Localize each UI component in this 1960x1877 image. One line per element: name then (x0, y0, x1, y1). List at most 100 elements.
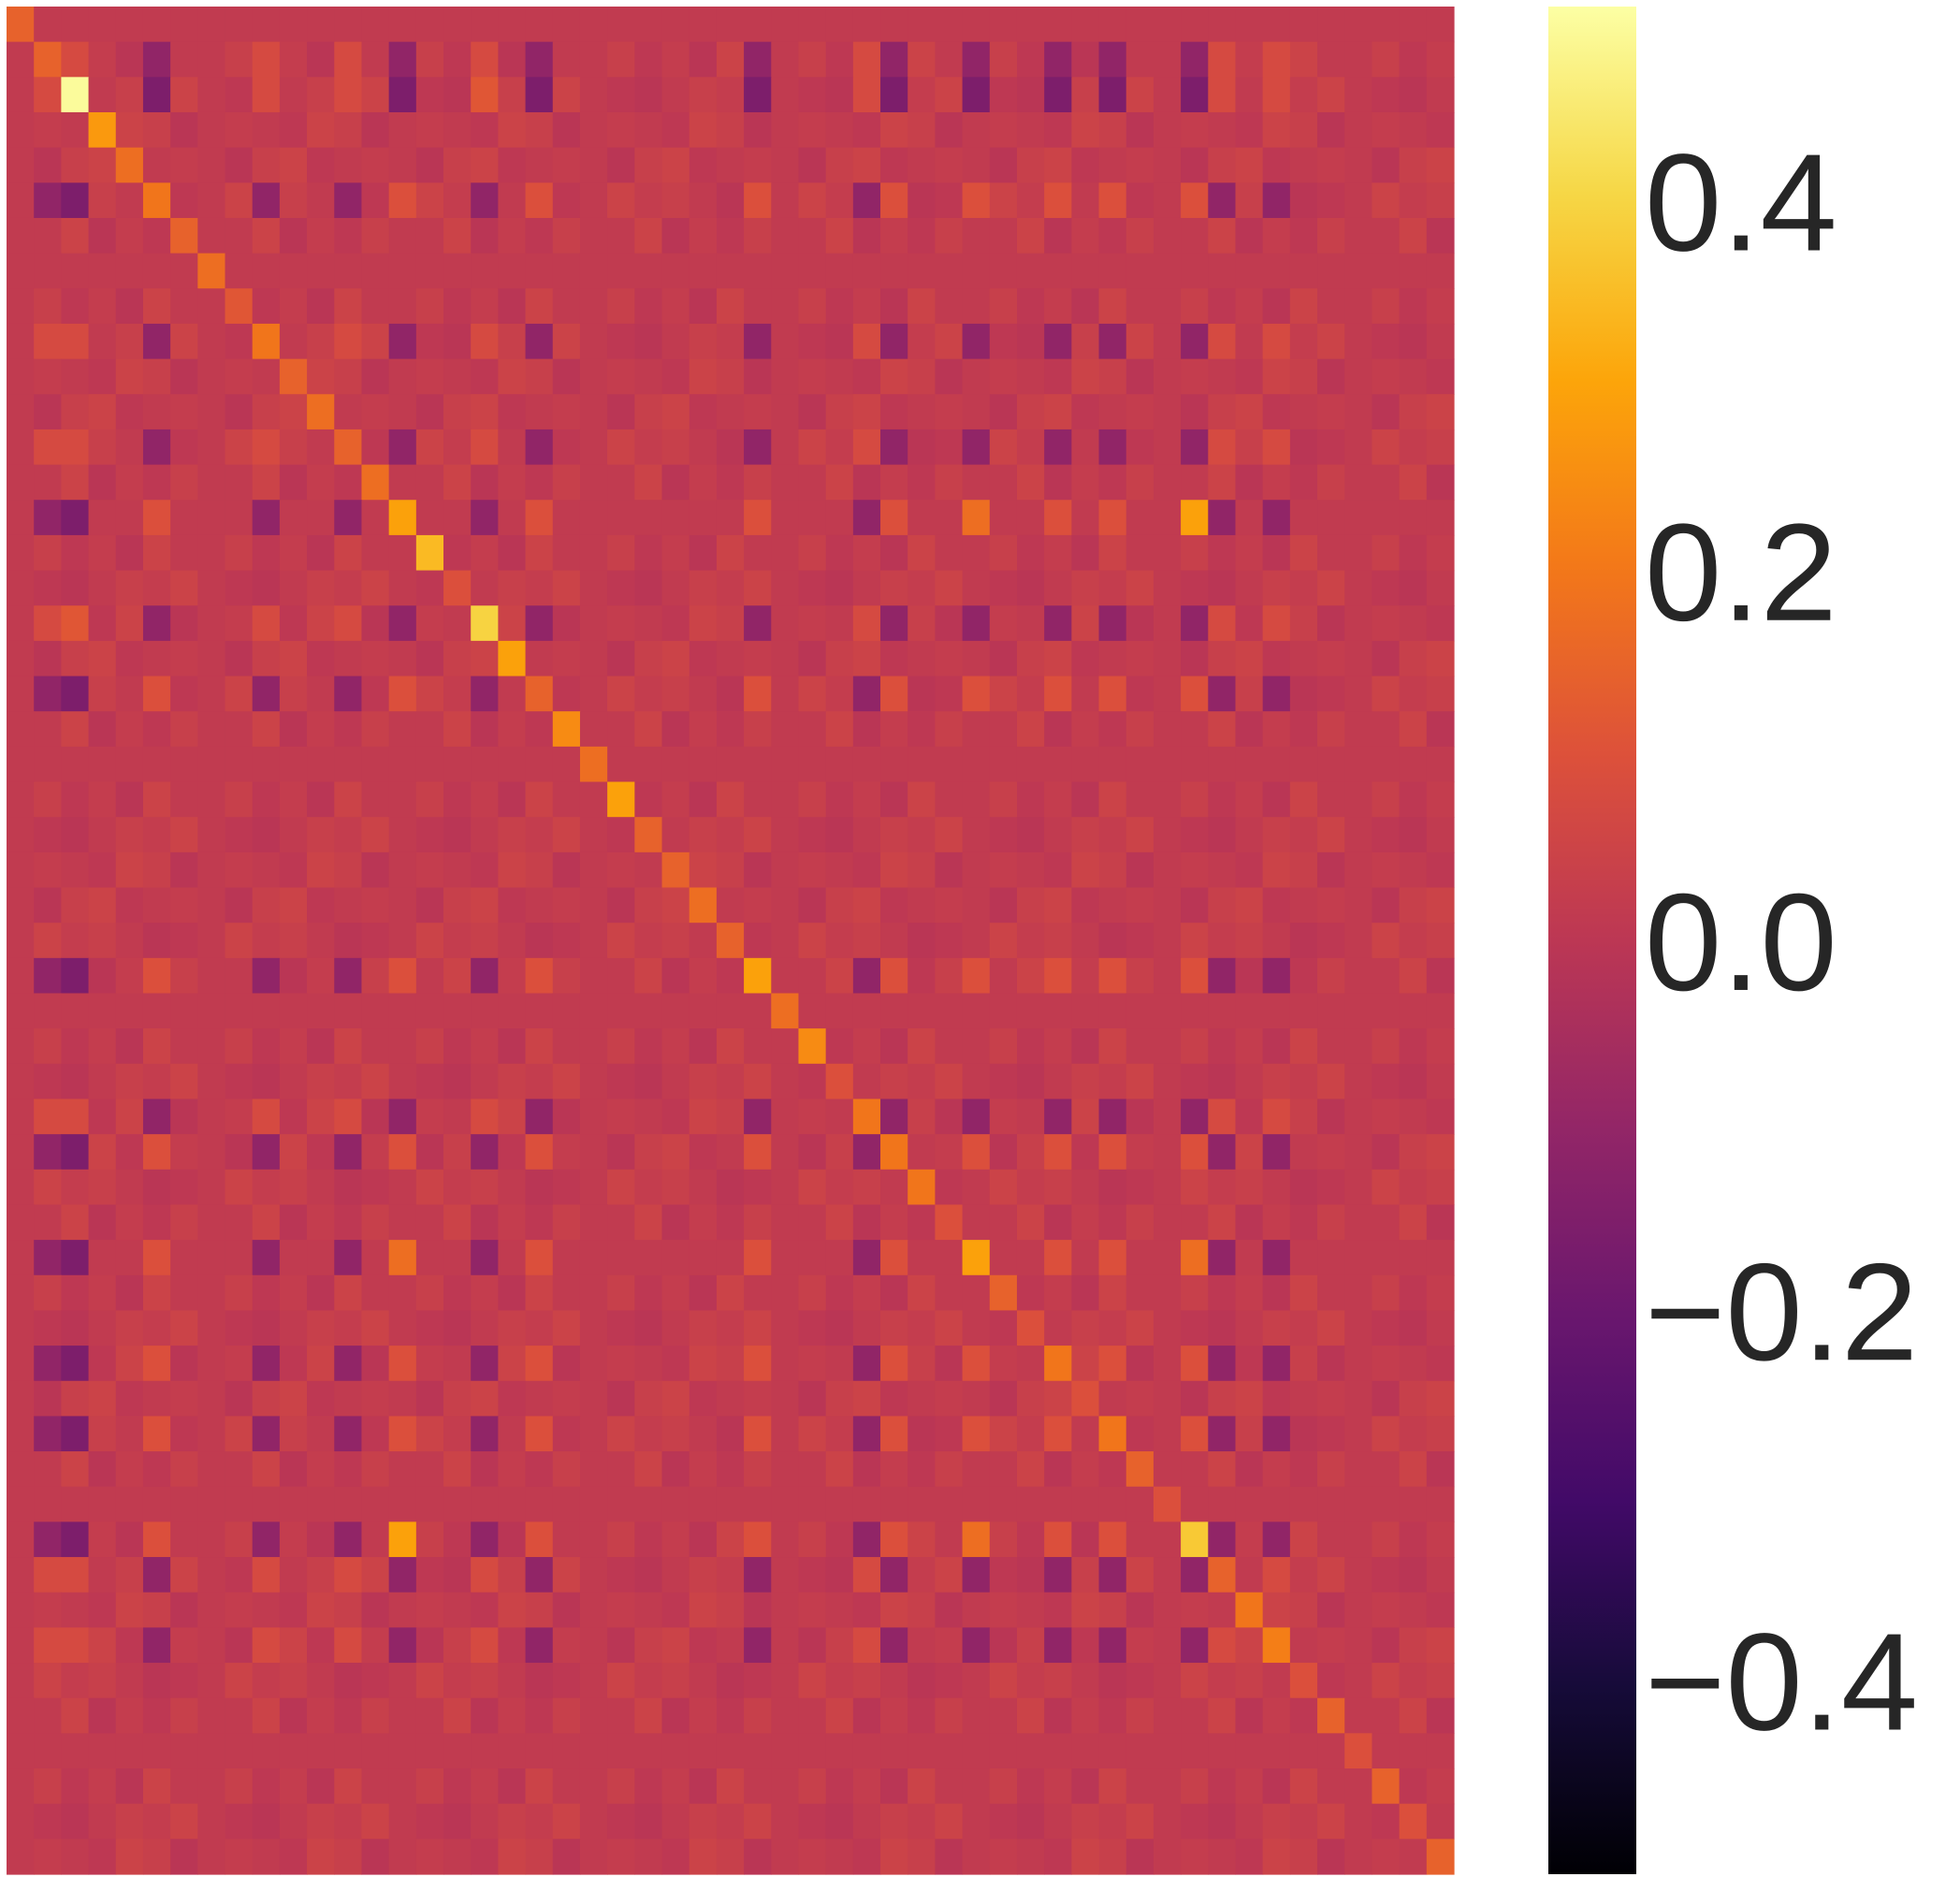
heatmap-cell (498, 887, 527, 924)
heatmap-cell (1071, 394, 1100, 430)
heatmap-cell (880, 957, 908, 995)
heatmap-cell (34, 1803, 62, 1840)
heatmap-cell (170, 817, 198, 853)
heatmap-cell (1153, 1663, 1182, 1699)
heatmap-cell (1125, 1380, 1154, 1418)
heatmap-cell (825, 746, 854, 783)
heatmap-cell (1235, 781, 1264, 818)
heatmap-cell (1426, 323, 1455, 360)
heatmap-cell (989, 676, 1018, 712)
heatmap-cell (1344, 957, 1373, 995)
heatmap-cell (142, 500, 171, 536)
heatmap-cell (334, 1063, 363, 1100)
heatmap-cell (334, 323, 363, 360)
heatmap-cell (1289, 253, 1318, 289)
heatmap-cell (579, 1380, 608, 1418)
heatmap-cell (252, 182, 281, 219)
heatmap-cell (1262, 217, 1291, 255)
heatmap-cell (1426, 605, 1455, 642)
heatmap-cell (1208, 41, 1237, 78)
heatmap-cell (34, 1380, 62, 1418)
heatmap-cell (1399, 711, 1428, 748)
heatmap-cell (388, 1099, 417, 1135)
heatmap-cell (443, 147, 472, 183)
heatmap-cell (1044, 781, 1072, 818)
heatmap-cell (88, 605, 117, 642)
heatmap-cell (1071, 1380, 1100, 1418)
heatmap-cell (552, 1063, 581, 1100)
heatmap-cell (1044, 993, 1072, 1029)
heatmap-cell (34, 1592, 62, 1628)
heatmap-cell (525, 851, 554, 889)
heatmap-cell (989, 1240, 1018, 1276)
heatmap-cell (716, 711, 745, 748)
heatmap-cell (1317, 605, 1345, 642)
heatmap-cell (252, 851, 281, 889)
heatmap-cell (34, 429, 62, 466)
heatmap-cell (443, 429, 472, 466)
heatmap-cell (142, 1451, 171, 1488)
heatmap-cell (525, 500, 554, 536)
heatmap-cell (1044, 182, 1072, 219)
heatmap-cell (415, 394, 444, 430)
heatmap-cell (1153, 887, 1182, 924)
heatmap-cell (634, 1274, 663, 1312)
heatmap-cell (825, 1134, 854, 1171)
heatmap-cell (1235, 182, 1264, 219)
heatmap-cell (170, 1416, 198, 1452)
heatmap-cell (1044, 1627, 1072, 1664)
heatmap-cell (279, 1663, 308, 1699)
heatmap-cell (989, 640, 1018, 677)
heatmap-cell (880, 1627, 908, 1664)
heatmap-cell (1344, 1663, 1373, 1699)
heatmap-cell (61, 1768, 90, 1805)
heatmap-cell (1372, 1416, 1401, 1452)
heatmap-cell (61, 711, 90, 748)
heatmap-cell (142, 957, 171, 995)
heatmap-cell (1016, 429, 1045, 466)
heatmap-cell (115, 7, 144, 43)
heatmap-cell (1125, 1310, 1154, 1346)
heatmap-cell (1071, 182, 1100, 219)
heatmap-cell (1262, 1134, 1291, 1171)
heatmap-cell (1262, 394, 1291, 430)
heatmap-cell (197, 1663, 226, 1699)
heatmap-cell (880, 253, 908, 289)
heatmap-cell (170, 358, 198, 395)
heatmap-cell (579, 1627, 608, 1664)
heatmap-cell (1016, 993, 1045, 1029)
heatmap-cell (825, 1557, 854, 1593)
heatmap-cell (197, 394, 226, 430)
heatmap-cell (1208, 1240, 1237, 1276)
heatmap-cell (689, 1486, 718, 1522)
heatmap-cell (1372, 1839, 1401, 1875)
heatmap-cell (115, 887, 144, 924)
heatmap-cell (142, 77, 171, 113)
heatmap-cell (1071, 817, 1100, 853)
heatmap-cell (852, 1768, 881, 1805)
heatmap-cell (1317, 1028, 1345, 1065)
heatmap-cell (771, 887, 800, 924)
heatmap-cell (935, 605, 964, 642)
heatmap-cell (388, 923, 417, 959)
heatmap-cell (962, 323, 991, 360)
heatmap-cell (744, 1099, 772, 1135)
heatmap-cell (1044, 1697, 1072, 1734)
heatmap-cell (1426, 7, 1455, 43)
heatmap-cell (1208, 993, 1237, 1029)
heatmap-cell (1125, 1557, 1154, 1593)
heatmap-cell (1289, 1416, 1318, 1452)
heatmap-cell (61, 500, 90, 536)
heatmap-cell (1426, 147, 1455, 183)
heatmap-cell (552, 1204, 581, 1241)
heatmap-cell (1399, 464, 1428, 501)
heatmap-cell (1317, 182, 1345, 219)
heatmap-cell (61, 1697, 90, 1734)
heatmap-cell (1208, 1099, 1237, 1135)
heatmap-cell (634, 1733, 663, 1769)
heatmap-cell (1344, 323, 1373, 360)
heatmap-cell (744, 253, 772, 289)
heatmap-cell (525, 1733, 554, 1769)
heatmap-cell (798, 500, 827, 536)
heatmap-cell (1289, 111, 1318, 149)
